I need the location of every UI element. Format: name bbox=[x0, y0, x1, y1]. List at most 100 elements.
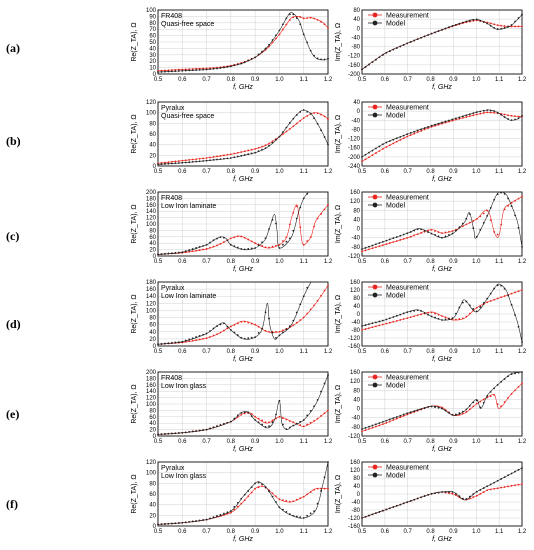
data-point bbox=[205, 518, 208, 521]
data-point bbox=[313, 405, 316, 408]
y-tick-label: -40 bbox=[351, 35, 360, 41]
data-point bbox=[409, 310, 412, 313]
data-point bbox=[323, 382, 326, 385]
x-tick-label: 1.0 bbox=[472, 349, 481, 355]
data-point bbox=[375, 425, 377, 428]
data-point bbox=[521, 25, 523, 28]
x-tick-label: 0.8 bbox=[227, 77, 236, 83]
legend-label: Model bbox=[386, 203, 406, 210]
y-tick-label: 120 bbox=[146, 216, 157, 222]
data-point bbox=[517, 386, 520, 388]
data-point bbox=[288, 223, 291, 226]
data-point bbox=[395, 236, 398, 238]
y-tick-label: 0 bbox=[357, 26, 361, 32]
data-point bbox=[514, 389, 516, 392]
data-point bbox=[510, 292, 513, 295]
data-point bbox=[216, 325, 218, 328]
x-tick-label: 1.0 bbox=[275, 529, 284, 535]
panel-c-right: 0.5 0.6 0.7 0.8 0.9 1.0 1.1 1.2 -120 -80 -40 0 40 80 1… bbox=[335, 190, 527, 273]
data-point bbox=[399, 239, 402, 241]
data-point bbox=[472, 401, 475, 404]
data-point bbox=[278, 334, 281, 337]
data-point bbox=[327, 461, 329, 463]
y-tick-label: 70 bbox=[149, 27, 156, 33]
data-point bbox=[420, 130, 423, 132]
data-point bbox=[423, 35, 426, 38]
data-point bbox=[202, 337, 205, 340]
data-point bbox=[320, 113, 322, 116]
legend-measurement: Measurement bbox=[368, 105, 429, 112]
data-point bbox=[209, 246, 211, 249]
data-point bbox=[423, 311, 426, 314]
data-point bbox=[472, 114, 475, 117]
data-point bbox=[164, 523, 166, 525]
x-tick-label: 0.7 bbox=[404, 529, 413, 535]
plot-border bbox=[157, 9, 329, 75]
x-tick-label: 0.9 bbox=[251, 77, 260, 83]
data-point bbox=[223, 241, 225, 243]
x-tick-label: 1.2 bbox=[518, 439, 527, 445]
data-point bbox=[402, 318, 405, 320]
data-point bbox=[486, 485, 489, 488]
y-tick-label: 80 bbox=[149, 21, 156, 27]
data-point bbox=[288, 127, 291, 130]
data-point bbox=[254, 151, 257, 154]
y-tick-label: 60 bbox=[149, 235, 156, 241]
data-point bbox=[195, 67, 198, 70]
data-point bbox=[475, 399, 478, 402]
data-point bbox=[278, 330, 281, 333]
data-point bbox=[517, 483, 520, 486]
y-tick-label: 20 bbox=[149, 513, 156, 519]
plot-border bbox=[361, 9, 523, 75]
data-point bbox=[167, 342, 170, 345]
x-tick-label: 0.7 bbox=[404, 169, 413, 175]
y-tick-label: 80 bbox=[149, 121, 156, 127]
data-point bbox=[313, 420, 316, 422]
data-point bbox=[288, 237, 291, 240]
data-point bbox=[496, 479, 499, 482]
data-point bbox=[170, 522, 173, 525]
y-tick-label: 80 bbox=[149, 316, 156, 322]
data-point bbox=[395, 319, 398, 322]
x-tick-label: 1.2 bbox=[518, 77, 527, 83]
data-point bbox=[174, 162, 177, 165]
legend-model: Model bbox=[368, 113, 406, 120]
data-point bbox=[170, 69, 173, 71]
y-tick-label: 20 bbox=[149, 337, 156, 343]
data-point bbox=[402, 233, 405, 236]
x-axis-label: f, GHz bbox=[432, 266, 452, 273]
data-point bbox=[468, 115, 471, 118]
data-point bbox=[170, 70, 173, 73]
data-point bbox=[288, 420, 291, 422]
data-point bbox=[167, 522, 170, 525]
data-point bbox=[306, 110, 309, 113]
data-point bbox=[306, 414, 309, 417]
x-axis-label: f, GHz bbox=[432, 446, 452, 453]
data-point bbox=[226, 157, 229, 160]
data-point bbox=[399, 414, 402, 417]
data-point bbox=[423, 495, 426, 497]
data-point bbox=[461, 497, 464, 500]
data-point bbox=[309, 491, 312, 493]
data-point bbox=[475, 306, 478, 309]
data-point bbox=[320, 58, 322, 61]
legend-model: Model bbox=[368, 293, 406, 300]
data-point bbox=[240, 235, 243, 238]
series-model bbox=[361, 283, 523, 343]
data-point bbox=[299, 119, 302, 122]
data-point bbox=[309, 236, 312, 239]
data-point bbox=[285, 23, 288, 26]
data-point bbox=[219, 67, 222, 69]
data-point bbox=[430, 124, 433, 127]
data-point bbox=[327, 118, 329, 120]
data-point bbox=[489, 22, 492, 25]
data-point bbox=[320, 129, 322, 132]
row-label-d: (d) bbox=[6, 317, 21, 331]
data-point bbox=[381, 420, 384, 423]
data-point bbox=[302, 316, 305, 319]
x-tick-label: 0.9 bbox=[251, 529, 260, 535]
data-point bbox=[170, 252, 173, 255]
y-tick-label: 160 bbox=[350, 280, 361, 286]
x-axis-label: f, GHz bbox=[432, 176, 452, 183]
